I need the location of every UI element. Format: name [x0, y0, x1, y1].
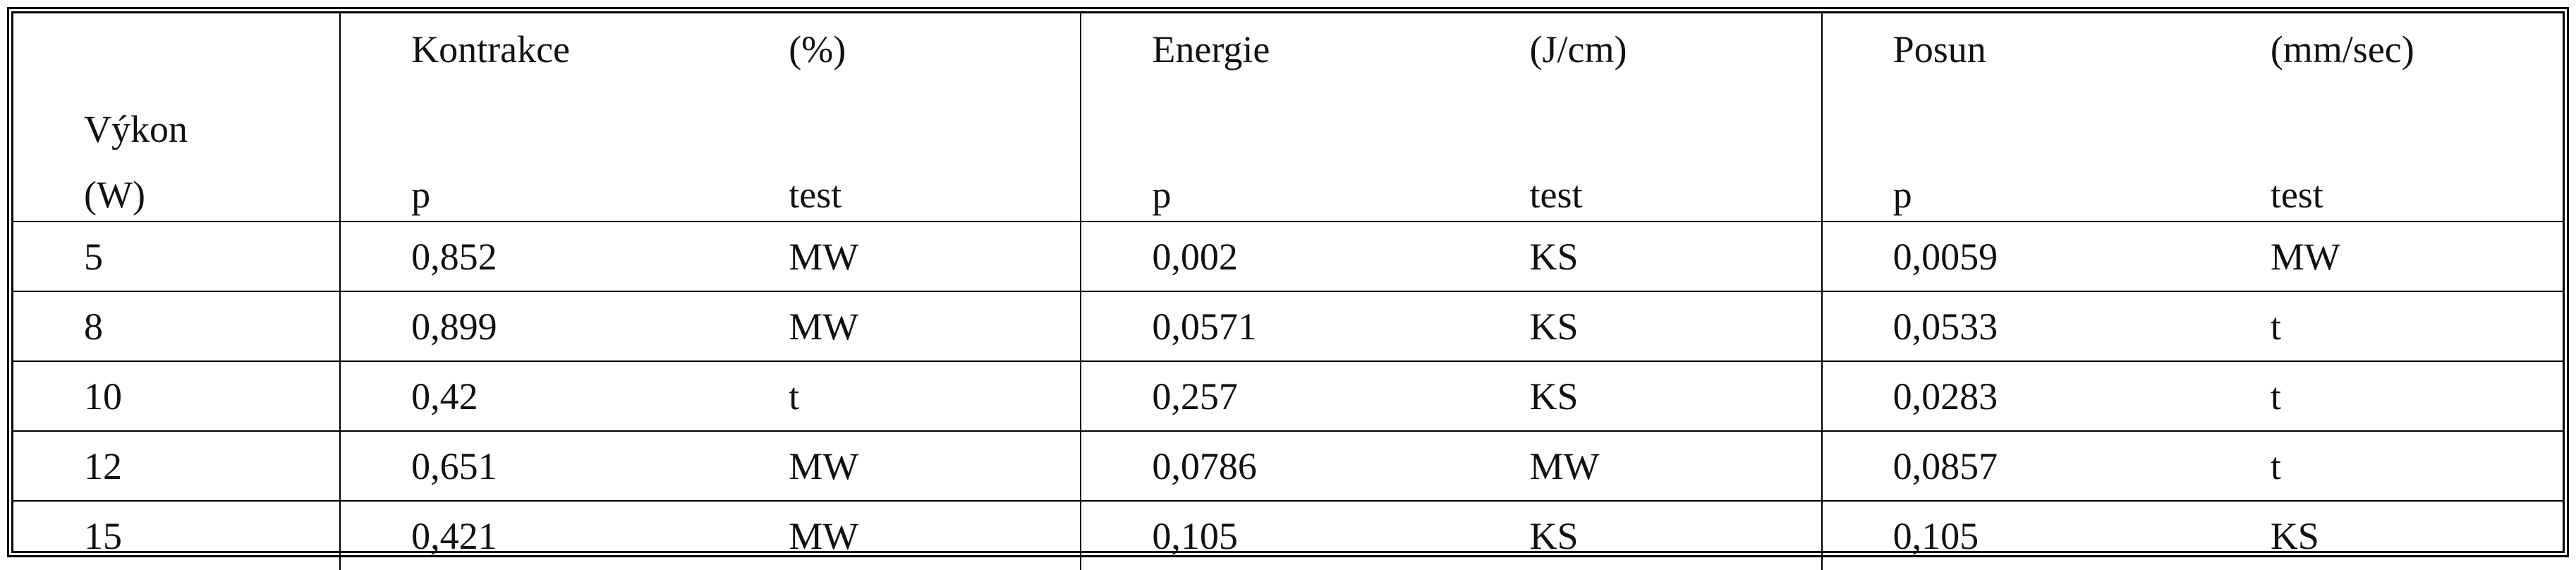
test-header: test [1529, 174, 1583, 216]
test-cell: MW [772, 430, 1081, 501]
p-header: p [339, 151, 772, 222]
table-row: 8 0,899 MW 0,0571 KS 0,0533 t [13, 291, 2563, 361]
group-unit: (J/cm) [1529, 28, 1627, 71]
p-value-cell: 0,899 [339, 291, 772, 361]
test-header: test [789, 174, 842, 216]
power-cell: 10 [13, 360, 341, 431]
group-unit: (%) [789, 28, 846, 71]
row-unit-header: (W) [84, 174, 145, 216]
power-cell: 5 [13, 221, 341, 291]
p-value-cell: 0,421 [339, 500, 772, 570]
test-cell: KS [1512, 291, 1822, 361]
test-cell: t [772, 360, 1081, 431]
test-header: test [2270, 174, 2323, 216]
p-header: p [1821, 151, 2254, 222]
group-name: Posun [1821, 13, 2254, 151]
power-cell: 15 [13, 500, 341, 570]
group-name: Energie [1080, 13, 1513, 151]
test-cell: MW [772, 291, 1081, 361]
test-cell: KS [1512, 360, 1822, 431]
test-cell: MW [772, 221, 1081, 291]
p-value-cell: 0,0283 [1821, 360, 2254, 431]
group-unit: (mm/sec) [2270, 28, 2414, 71]
test-cell: MW [2253, 221, 2563, 291]
test-cell: MW [772, 500, 1081, 570]
test-cell: KS [1512, 500, 1822, 570]
row-label-header: Výkon [84, 108, 188, 150]
p-value-cell: 0,0533 [1821, 291, 2254, 361]
p-value-cell: 0,651 [339, 430, 772, 501]
table-row: (W) p test p test p test [13, 151, 2563, 222]
p-value-cell: 0,0571 [1080, 291, 1513, 361]
test-cell: t [2253, 430, 2563, 501]
p-value-cell: 0,0857 [1821, 430, 2254, 501]
results-table: Výkon Kontrakce (%) Energie (J/cm) Posun (mm/s… [13, 13, 2563, 570]
test-cell: KS [2253, 500, 2563, 570]
test-cell: MW [1512, 430, 1822, 501]
p-value-cell: 0,002 [1080, 221, 1513, 291]
p-value-cell: 0,852 [339, 221, 772, 291]
test-cell: t [2253, 360, 2563, 431]
p-value-cell: 0,105 [1080, 500, 1513, 570]
p-value-cell: 0,105 [1821, 500, 2254, 570]
table-row: 5 0,852 MW 0,002 KS 0,0059 MW [13, 221, 2563, 291]
test-cell: KS [1512, 221, 1822, 291]
p-value-cell: 0,0059 [1821, 221, 2254, 291]
table-row: 10 0,42 t 0,257 KS 0,0283 t [13, 360, 2563, 431]
table-frame: Výkon Kontrakce (%) Energie (J/cm) Posun (mm/s… [7, 7, 2569, 570]
p-value-cell: 0,42 [339, 360, 772, 431]
p-header: p [1080, 151, 1513, 222]
p-value-cell: 0,0786 [1080, 430, 1513, 501]
test-cell: t [2253, 291, 2563, 361]
table-row: 12 0,651 MW 0,0786 MW 0,0857 t [13, 430, 2563, 501]
power-cell: 12 [13, 430, 341, 501]
group-name: Kontrakce [339, 13, 772, 151]
power-cell: 8 [13, 291, 341, 361]
table-row: 15 0,421 MW 0,105 KS 0,105 KS [13, 500, 2563, 570]
table-row: Výkon Kontrakce (%) Energie (J/cm) Posun (mm/s… [13, 13, 2563, 151]
p-value-cell: 0,257 [1080, 360, 1513, 431]
